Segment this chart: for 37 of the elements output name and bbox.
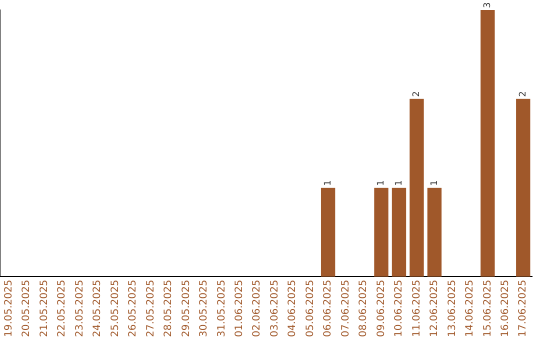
x-tick-label: 24.05.2025 xyxy=(92,280,104,338)
x-tick-label: 16.06.2025 xyxy=(500,280,511,338)
data-label: 2 xyxy=(518,91,528,97)
x-tick-label: 22.05.2025 xyxy=(56,280,68,338)
x-tick-label: 08.06.2025 xyxy=(358,280,370,338)
x-tick-label: 03.06.2025 xyxy=(269,280,280,338)
data-label: 1 xyxy=(323,180,334,186)
data-label: 1 xyxy=(430,180,440,186)
x-tick-label: 26.05.2025 xyxy=(128,280,139,338)
x-tick-label: 27.05.2025 xyxy=(145,280,156,338)
data-label: 1 xyxy=(376,180,387,186)
data-label: 3 xyxy=(483,2,494,8)
x-tick-label: 06.06.2025 xyxy=(322,280,334,338)
data-label: 1 xyxy=(394,180,404,186)
x-tick-label: 23.05.2025 xyxy=(74,280,86,338)
x-tick-label: 19.05.2025 xyxy=(3,280,14,338)
x-tick-label: 12.06.2025 xyxy=(429,280,440,338)
x-tick-label: 20.05.2025 xyxy=(21,280,32,338)
x-tick-label: 31.05.2025 xyxy=(216,280,228,338)
x-tick-label: 07.06.2025 xyxy=(340,280,352,338)
x-tick-label: 25.05.2025 xyxy=(110,280,121,338)
x-tick-label: 10.06.2025 xyxy=(394,280,405,338)
x-tick-label: 28.05.2025 xyxy=(163,280,174,338)
x-tick-label: 11.06.2025 xyxy=(411,280,422,338)
x-tick-label: 30.05.2025 xyxy=(198,280,210,338)
x-tick-label: 09.06.2025 xyxy=(376,280,387,338)
data-label: 2 xyxy=(412,91,422,97)
x-tick-label: 01.06.2025 xyxy=(234,280,245,338)
x-tick-label: 04.06.2025 xyxy=(287,280,298,338)
x-tick-label: 29.05.2025 xyxy=(180,280,192,338)
x-tick-label: 21.05.2025 xyxy=(38,280,50,338)
x-tick-label: 13.06.2025 xyxy=(446,280,458,338)
x-tick-label: 14.06.2025 xyxy=(464,280,476,338)
x-tick-label: 15.06.2025 xyxy=(482,280,494,338)
x-tick-label: 02.06.2025 xyxy=(252,280,263,338)
x-tick-label: 05.06.2025 xyxy=(304,280,316,338)
x-tick-label: 17.06.2025 xyxy=(518,280,529,338)
